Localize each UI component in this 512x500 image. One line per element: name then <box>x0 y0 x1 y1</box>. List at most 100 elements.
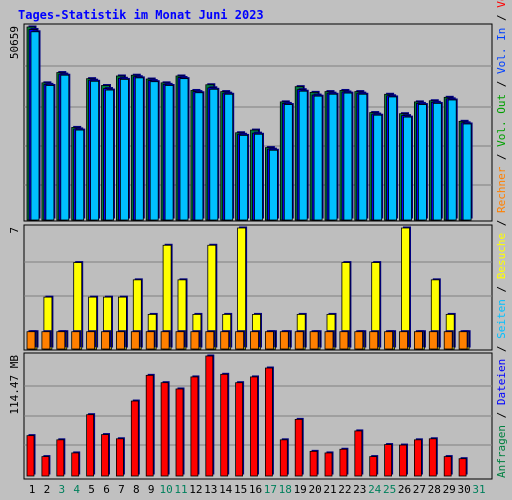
x-tick-day-14: 14 <box>219 483 233 496</box>
x-tick-day-7: 7 <box>118 483 125 496</box>
bar-sites-day-14 <box>220 330 231 350</box>
bar-sites-day-13 <box>205 330 216 350</box>
x-tick-day-4: 4 <box>73 483 80 496</box>
bar-pages-day-18 <box>283 103 294 221</box>
bar-sites-day-1 <box>26 330 37 350</box>
x-tick-day-12: 12 <box>189 483 202 496</box>
y-max-label-bottom: 114.47 MB <box>8 355 21 415</box>
bar-sites-day-3 <box>56 330 67 350</box>
legend-segment-7: / <box>495 213 508 233</box>
x-tick-day-18: 18 <box>279 483 292 496</box>
bar-volume-day-8-face <box>130 400 139 477</box>
bar-pages-day-29 <box>447 98 458 221</box>
bar-pages-day-17 <box>268 148 279 221</box>
bar-sites-day-21-face <box>324 331 334 350</box>
x-tick-day-23: 23 <box>353 483 366 496</box>
bar-pages-day-14-face <box>224 93 234 221</box>
bar-pages-day-8-face <box>134 77 144 221</box>
x-tick-day-10: 10 <box>159 483 172 496</box>
bar-sites-day-28-face <box>428 331 438 350</box>
bar-sites-day-24 <box>369 330 380 350</box>
bar-sites-day-28 <box>428 330 439 350</box>
bar-pages-day-25-face <box>388 96 398 221</box>
chart-title: Tages-Statistik im Monat Juni 2023 <box>18 8 264 22</box>
bar-volume-day-25-face <box>384 444 393 477</box>
bar-volume-day-9 <box>145 373 155 477</box>
bar-volume-day-27 <box>413 438 423 477</box>
bar-volume-day-9-face <box>145 374 154 477</box>
legend-segment-10: Vol. Out <box>495 94 508 147</box>
x-tick-day-29: 29 <box>443 483 456 496</box>
bar-pages-day-20-face <box>313 95 323 221</box>
legend-segment-11: / <box>495 74 508 94</box>
bar-sites-day-17 <box>264 330 275 350</box>
bar-volume-day-14-face <box>220 373 229 477</box>
bar-sites-day-11-face <box>175 331 185 350</box>
legend-segment-8: Rechner <box>495 166 508 213</box>
x-tick-day-1: 1 <box>29 483 36 496</box>
legend-segment-1: / <box>495 405 508 425</box>
bar-volume-day-18-face <box>279 439 288 477</box>
bar-sites-day-18-face <box>279 331 289 350</box>
bar-pages-day-10 <box>164 84 175 221</box>
bar-volume-day-25 <box>384 443 394 477</box>
bar-pages-day-5-face <box>90 80 99 221</box>
legend-segment-4: Seiten <box>495 299 508 339</box>
bar-pages-day-12 <box>194 91 205 221</box>
bar-volume-day-11 <box>175 387 185 477</box>
bar-sites-day-21 <box>324 330 335 350</box>
bar-pages-day-20 <box>313 94 324 221</box>
x-tick-day-13: 13 <box>204 483 217 496</box>
x-tick-day-11: 11 <box>174 483 187 496</box>
bar-pages-day-16 <box>254 132 264 221</box>
bar-pages-day-21-face <box>328 93 338 221</box>
bar-pages-day-22-face <box>343 92 353 221</box>
x-tick-day-3: 3 <box>58 483 65 496</box>
bar-volume-day-3-face <box>56 439 65 477</box>
bar-volume-day-2 <box>41 455 51 477</box>
bar-sites-day-30 <box>458 330 469 350</box>
bar-sites-day-27-face <box>413 331 423 350</box>
x-tick-day-21: 21 <box>323 483 336 496</box>
bar-pages-day-4 <box>75 128 86 221</box>
bar-sites-day-9 <box>145 330 156 350</box>
bar-sites-day-16-face <box>250 331 259 350</box>
y-max-label-top: 50659 <box>8 26 21 59</box>
legend-segment-5: / <box>495 279 508 299</box>
bar-pages-day-9-face <box>149 81 159 221</box>
bar-pages-day-27-face <box>417 104 427 221</box>
bar-sites-day-22-face <box>339 331 349 350</box>
bar-pages-day-26-face <box>403 116 412 221</box>
bar-pages-day-24-face <box>373 114 383 221</box>
bar-sites-day-17-face <box>264 331 274 350</box>
bar-volume-day-15 <box>235 381 245 477</box>
bar-sites-day-2-face <box>41 331 51 350</box>
x-tick-day-2: 2 <box>44 483 51 496</box>
bar-volume-day-10-face <box>160 382 169 477</box>
bar-volume-day-10 <box>160 381 170 477</box>
bar-pages-day-21 <box>328 92 339 221</box>
bar-volume-day-16-face <box>250 376 258 477</box>
bar-volume-day-7-face <box>116 438 124 477</box>
y-max-label-middle: 7 <box>8 227 21 234</box>
bar-pages-day-22 <box>343 91 354 221</box>
bar-volume-day-14 <box>220 372 230 477</box>
bar-volume-day-1-face <box>26 435 35 477</box>
bar-volume-day-2-face <box>41 456 50 477</box>
bar-volume-day-21 <box>324 451 334 477</box>
bar-sites-day-13-face <box>205 331 215 350</box>
bar-pages-day-30 <box>462 122 473 221</box>
x-tick-day-27: 27 <box>413 483 426 496</box>
bar-sites-day-4-face <box>71 331 81 350</box>
bar-sites-day-11 <box>175 330 186 350</box>
bar-volume-day-21-face <box>324 452 333 477</box>
bar-volume-day-5-face <box>86 414 94 477</box>
bar-volume-day-6-face <box>101 434 109 477</box>
bar-volume-day-12-face <box>190 376 199 477</box>
bar-sites-day-22 <box>339 330 350 350</box>
bar-sites-day-6 <box>101 330 111 350</box>
bar-sites-day-14-face <box>220 331 230 350</box>
bar-volume-day-4 <box>71 451 81 477</box>
bar-volume-day-13-face <box>205 355 214 477</box>
bar-pages-day-19 <box>298 89 309 221</box>
